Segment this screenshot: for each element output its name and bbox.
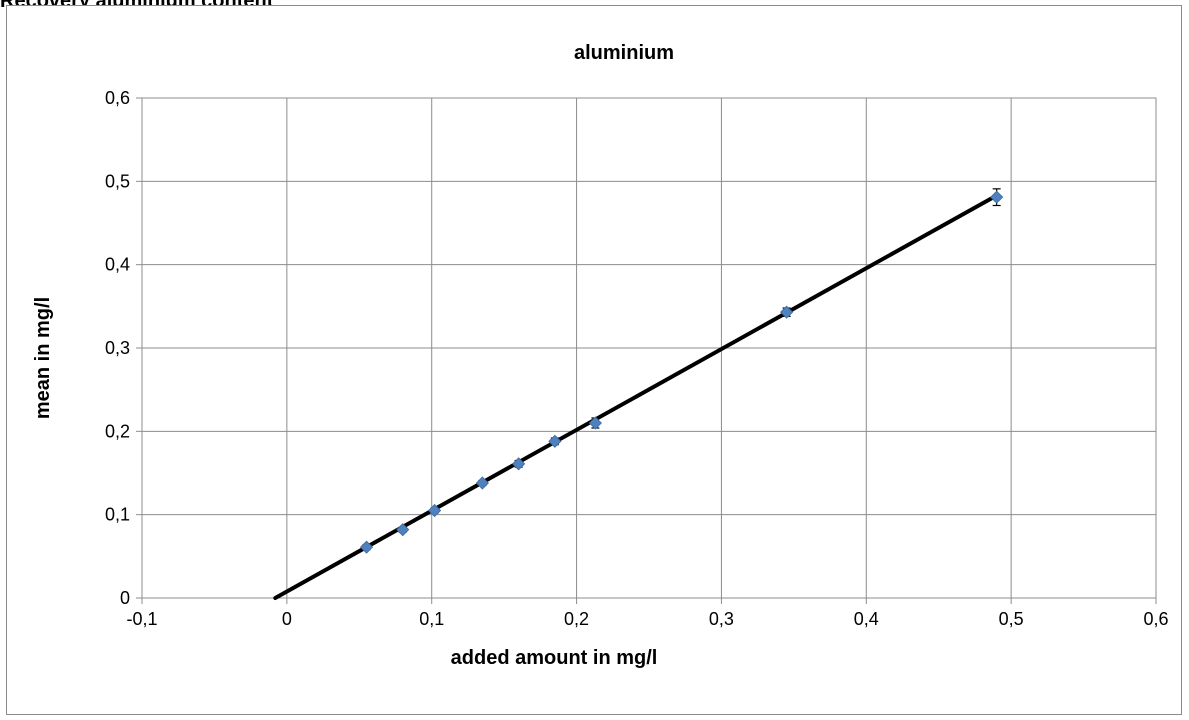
y-tick-label: 0,1 — [105, 505, 130, 525]
x-tick-label: 0,5 — [999, 609, 1024, 629]
data-point — [548, 434, 562, 448]
data-point — [780, 305, 794, 319]
data-point — [396, 523, 410, 537]
y-tick-label: 0 — [120, 588, 130, 608]
tick-labels: -0,1 0 0,1 0,2 0,3 0,4 0,5 0,600,10,20,30,40,50… — [105, 88, 1169, 629]
trendline — [273, 193, 999, 600]
data-point — [359, 540, 374, 554]
y-axis-title: mean in mg/l — [32, 297, 54, 419]
data-point — [475, 476, 489, 490]
x-tick-label: 0,1 — [419, 609, 444, 629]
gridlines — [141, 97, 1157, 599]
data-point — [428, 503, 442, 518]
data-point — [512, 457, 526, 471]
x-tick-label: 0,2 — [564, 609, 589, 629]
plot-border — [141, 97, 1157, 599]
y-tick-label: 0,6 — [105, 88, 130, 108]
data-point — [990, 190, 1004, 204]
y-tick-label: 0,3 — [105, 338, 130, 358]
scatter-chart: -0,1 0 0,1 0,2 0,3 0,4 0,5 0,600,10,20,30,40,50… — [32, 42, 1169, 669]
y-tick-label: 0,5 — [105, 171, 130, 191]
data-point — [588, 416, 602, 430]
x-tick-label: 0,3 — [709, 609, 734, 629]
x-tick-label: 0,4 — [854, 609, 879, 629]
trendline-layer — [273, 193, 999, 600]
chart-title: aluminium — [574, 42, 674, 64]
axes — [136, 97, 1157, 604]
x-tick-label: 0 — [282, 609, 292, 629]
data-points — [359, 190, 1004, 554]
x-tick-label: 0,6 — [1143, 609, 1168, 629]
y-tick-label: 0,4 — [105, 255, 130, 275]
y-tick-label: 0,2 — [105, 421, 130, 441]
x-axis-title: added amount in mg/l — [451, 647, 658, 669]
chart-area: -0,1 0 0,1 0,2 0,3 0,4 0,5 0,6 0 0,1 0,2 0,3 0,4 0,5 0… — [6, 5, 1182, 715]
x-tick-label: -0,1 — [126, 609, 157, 629]
